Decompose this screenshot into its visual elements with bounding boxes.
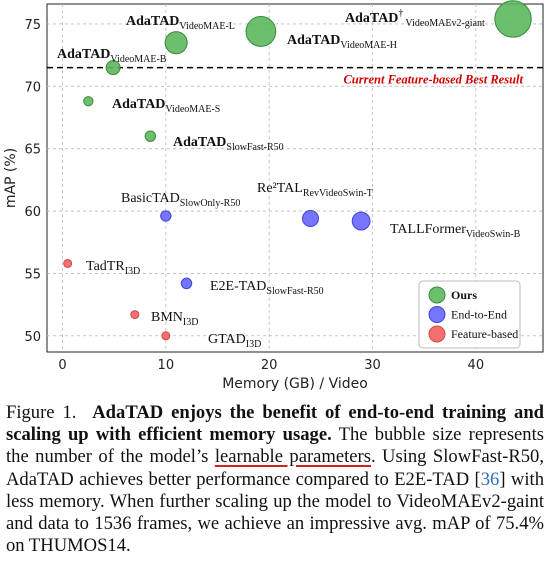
- caption-text-2: . Using SlowFast-R50, AdaTAD achieves be…: [6, 446, 544, 490]
- bubble-label-sub: VideoMAEv2-giant: [405, 18, 485, 29]
- x-tick-label: 20: [261, 358, 278, 373]
- y-tick-labels: 50 55 60 65 70 75: [24, 18, 41, 345]
- legend-marker-ours: [428, 286, 446, 304]
- bubble-gtad-i3d: [161, 331, 171, 341]
- bubble-label-name: GTAD: [208, 332, 246, 347]
- bubble-label-sub: VideoMAE-H: [340, 40, 397, 51]
- bubble-label-name: AdaTAD: [57, 47, 110, 62]
- bubble-label-sub: VideoSwin-B: [466, 229, 521, 240]
- y-tick-label: 60: [24, 205, 41, 220]
- x-axis-label: Memory (GB) / Video: [222, 376, 368, 392]
- bubble-label-sub: RevVideoSwin-T: [303, 188, 373, 199]
- y-tick-label: 55: [24, 267, 41, 282]
- figure-label: Figure 1.: [6, 402, 77, 423]
- caption-text-1: The bubble size represents the number of…: [6, 424, 545, 468]
- bubble-label-name: AdaTAD: [112, 97, 165, 112]
- bubble-adatad-slowfast-r50: [144, 130, 157, 142]
- bubble-adatad-videomaev2-giant: [494, 0, 532, 38]
- bubble-label-sub: SlowOnly-R50: [180, 198, 241, 209]
- bubble-label-sub: SlowFast-R50: [266, 286, 323, 297]
- bubble-label-name: E2E-TAD: [210, 279, 266, 294]
- bubble-label: TALLFormerVideoSwin-B: [390, 222, 521, 240]
- bubble-label: BMNI3D: [151, 310, 198, 328]
- y-gridlines: [47, 23, 543, 337]
- bubble-label-sub: I3D: [246, 339, 262, 350]
- bubble-label-name: TALLFormer: [390, 222, 466, 237]
- bubble-label-name: BasicTAD: [121, 191, 180, 206]
- x-tick-label: 0: [58, 358, 66, 373]
- bubble-bmn-i3d: [130, 310, 140, 320]
- bubble-adatad-videomae-b: [105, 60, 121, 76]
- bubble-label-sub: VideoMAE-L: [179, 21, 235, 32]
- bubble-label: AdaTADSlowFast-R50: [173, 135, 284, 153]
- bubble-label-name: AdaTAD: [173, 135, 226, 150]
- bubble-label-sup: †: [398, 8, 403, 19]
- bubble-label-name: AdaTAD: [287, 33, 340, 48]
- bubble-label: AdaTADVideoMAE-L: [126, 14, 235, 32]
- legend: Ours End-to-End Feature-based: [418, 280, 521, 349]
- x-tick-labels: 0 10 20 30 40: [58, 358, 484, 373]
- legend-label-ours: Ours: [451, 288, 477, 302]
- y-tick-label: 75: [24, 18, 41, 33]
- caption-text-3: ] with less memory. When further scaling…: [6, 468, 544, 557]
- y-tick-label: 65: [24, 143, 41, 158]
- reference-line-label: Current Feature-based Best Result: [343, 73, 523, 87]
- bubble-label: AdaTAD†VideoMAEv2-giant: [345, 8, 485, 29]
- x-tick-label: 30: [364, 358, 381, 373]
- bubble-label-sub: VideoMAE-B: [110, 54, 166, 65]
- bubble-label-sub: VideoMAE-S: [165, 104, 220, 115]
- bubble-label: AdaTADVideoMAE-S: [112, 97, 220, 115]
- y-tick-label: 50: [24, 330, 41, 345]
- x-tick-label: 10: [158, 358, 175, 373]
- legend-marker-feat: [428, 325, 446, 343]
- bubble-label-sub: I3D: [183, 317, 199, 328]
- bubble-label: AdaTADVideoMAE-B: [57, 47, 167, 65]
- bubble-adatad-videomae-l: [164, 31, 188, 55]
- bubble-basictad-slowonly-r50: [160, 210, 172, 222]
- x-tick-label: 40: [468, 358, 485, 373]
- bubbles: [63, 0, 532, 341]
- legend-marker-e2e: [428, 306, 446, 323]
- x-gridlines: [62, 4, 477, 352]
- figure-caption: Figure 1. AdaTAD enjoys the benefit of e…: [6, 402, 544, 557]
- bubble-tadtr-i3d: [63, 258, 73, 268]
- bubble-label-name: AdaTAD: [345, 11, 398, 26]
- bubble-label: GTADI3D: [208, 332, 261, 350]
- bubble-adatad-videomae-s: [83, 96, 94, 107]
- bubble-label-name: BMN: [151, 310, 183, 325]
- bubble-label: Re²TALRevVideoSwin-T: [257, 181, 373, 199]
- bubble-label-name: Re²TAL: [257, 181, 303, 196]
- bubble-label: E2E-TADSlowFast-R50: [210, 279, 324, 297]
- bubble-label-name: TadTR: [86, 259, 125, 274]
- caption-title: AdaTAD enjoys the benefit of end-to-end …: [6, 402, 545, 446]
- citation-link[interactable]: 36: [480, 468, 500, 490]
- bubble-labels: AdaTADVideoMAE-SAdaTADVideoMAE-BAdaTADVi…: [57, 8, 521, 350]
- bubble-label: AdaTADVideoMAE-H: [287, 33, 397, 51]
- bubble-e2e-tad-slowfast-r50: [180, 277, 193, 290]
- caption-underlined: learnable parameters: [214, 446, 371, 468]
- bubble-chart: 0 10 20 30 40 50 55 60 65 70 75 Current Feature-b…: [3, 0, 544, 392]
- legend-label-e2e: End-to-End: [451, 308, 507, 322]
- y-tick-label: 70: [24, 80, 41, 95]
- bubble-label-sub: I3D: [125, 266, 141, 277]
- bubble-label-name: AdaTAD: [126, 14, 179, 29]
- bubble-label: BasicTADSlowOnly-R50: [121, 191, 240, 209]
- y-axis-label: mAP (%): [3, 148, 19, 208]
- legend-label-feat: Feature-based: [451, 327, 518, 341]
- bubble-adatad-videomae-h: [245, 16, 277, 47]
- bubble-label: TadTRI3D: [86, 259, 140, 277]
- bubble-label-sub: SlowFast-R50: [226, 142, 283, 153]
- bubble-re-tal-revvideoswin-t: [301, 210, 320, 228]
- bubble-tallformer-videoswin-b: [351, 211, 371, 231]
